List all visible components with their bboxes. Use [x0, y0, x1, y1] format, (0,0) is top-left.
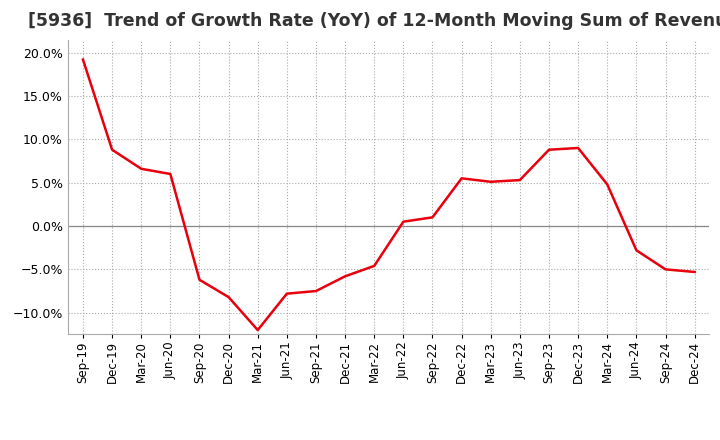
Title: [5936]  Trend of Growth Rate (YoY) of 12-Month Moving Sum of Revenues: [5936] Trend of Growth Rate (YoY) of 12-…	[28, 12, 720, 30]
